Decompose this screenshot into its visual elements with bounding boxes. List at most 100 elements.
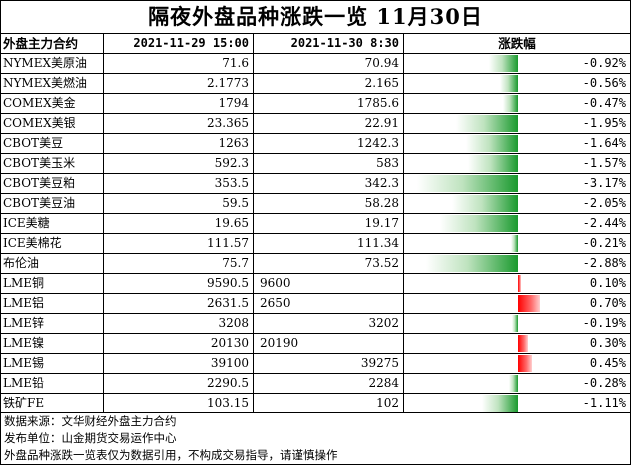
change-bar xyxy=(425,255,518,272)
table-row: NYMEX美燃油 2.1773 2.165 -0.56% xyxy=(1,73,630,93)
contract-name: LME铜 xyxy=(3,276,45,290)
table-row: LME锌 3208 3202 -0.19% xyxy=(1,313,630,333)
change-percent: 0.30% xyxy=(589,336,626,350)
price-now: 583 xyxy=(253,154,403,173)
change-bar xyxy=(518,335,528,352)
change-cell: -2.88% xyxy=(403,254,630,273)
change-bar xyxy=(452,195,518,212)
change-percent: 0.70% xyxy=(589,296,626,310)
change-cell: 0.10% xyxy=(403,274,630,293)
change-cell: -1.11% xyxy=(403,394,630,413)
change-percent: 0.10% xyxy=(589,276,626,290)
price-prev: 75.7 xyxy=(103,254,253,273)
table-row: NYMEX美原油 71.6 70.94 -0.92% xyxy=(1,53,630,73)
change-cell: -3.17% xyxy=(403,174,630,193)
table-row: LME铅 2290.5 2284 -0.28% xyxy=(1,373,630,393)
change-cell: -0.92% xyxy=(403,54,630,73)
price-prev: 103.15 xyxy=(103,394,253,413)
table-row: COMEX美银 23.365 22.91 -1.95% xyxy=(1,113,630,133)
contract-name: NYMEX美燃油 xyxy=(3,76,88,90)
price-prev: 353.5 xyxy=(103,174,253,193)
change-percent: -3.17% xyxy=(582,176,626,190)
contract-name: NYMEX美原油 xyxy=(3,56,88,70)
contract-name: ICE美糖 xyxy=(3,216,50,230)
change-percent: -1.64% xyxy=(582,136,626,150)
table-row: LME铝 2631.5 2650 0.70% xyxy=(1,293,630,313)
price-prev: 111.57 xyxy=(103,234,253,253)
table-row: 布伦油 75.7 73.52 -2.88% xyxy=(1,253,630,273)
table-row: ICE美糖 19.65 19.17 -2.44% xyxy=(1,213,630,233)
header-name: 外盘主力合约 xyxy=(3,36,79,51)
contract-name: LME锡 xyxy=(3,356,45,370)
change-cell: -2.44% xyxy=(403,214,630,233)
contract-name: CBOT美豆 xyxy=(3,136,64,150)
change-percent: -2.05% xyxy=(582,196,626,210)
change-percent: -0.28% xyxy=(582,376,626,390)
price-prev: 3208 xyxy=(103,314,253,333)
header-change: 涨跌幅 xyxy=(403,34,630,53)
change-bar xyxy=(502,95,518,112)
contract-name: 铁矿FE xyxy=(3,396,45,410)
change-cell: -0.56% xyxy=(403,74,630,93)
note-publisher: 发布单位：山金期货交易运作中心 xyxy=(4,431,177,445)
change-bar xyxy=(518,275,522,292)
table-row: LME锡 39100 39275 0.45% xyxy=(1,353,630,373)
contract-name: 布伦油 xyxy=(3,256,40,270)
price-now: 9600 xyxy=(253,274,403,293)
contract-name: CBOT美豆粕 xyxy=(3,176,76,190)
change-cell: -2.05% xyxy=(403,194,630,213)
change-percent: 0.45% xyxy=(589,356,626,370)
price-now: 20190 xyxy=(253,334,403,353)
change-cell: -1.95% xyxy=(403,114,630,133)
change-cell: 0.45% xyxy=(403,354,630,373)
contract-name: CBOT美玉米 xyxy=(3,156,76,170)
header-v1: 2021-11-29 15:00 xyxy=(103,34,253,53)
change-bar xyxy=(509,375,518,392)
contract-name: LME锌 xyxy=(3,316,45,330)
contract-name: LME镍 xyxy=(3,336,45,350)
price-now: 39275 xyxy=(253,354,403,373)
price-now: 2.165 xyxy=(253,74,403,93)
price-now: 73.52 xyxy=(253,254,403,273)
change-cell: -0.19% xyxy=(403,314,630,333)
change-percent: -1.57% xyxy=(582,156,626,170)
table-header: 外盘主力合约 2021-11-29 15:00 2021-11-30 8:30 … xyxy=(1,33,630,53)
table-row: LME铜 9590.5 9600 0.10% xyxy=(1,273,630,293)
change-bar xyxy=(511,315,518,332)
price-prev: 59.5 xyxy=(103,194,253,213)
price-now: 2650 xyxy=(253,294,403,313)
contract-name: CBOT美豆油 xyxy=(3,196,76,210)
change-bar xyxy=(439,215,518,232)
price-prev: 71.6 xyxy=(103,54,253,73)
price-prev: 39100 xyxy=(103,354,253,373)
price-now: 2284 xyxy=(253,374,403,393)
change-percent: -1.11% xyxy=(582,396,626,410)
change-cell: -1.64% xyxy=(403,134,630,153)
price-now: 70.94 xyxy=(253,54,403,73)
change-bar xyxy=(500,75,518,92)
price-prev: 1263 xyxy=(103,134,253,153)
price-now: 22.91 xyxy=(253,114,403,133)
price-now: 19.17 xyxy=(253,214,403,233)
change-percent: -2.88% xyxy=(582,256,626,270)
page-title: 隔夜外盘品种涨跌一览 11月30日 xyxy=(148,4,483,29)
change-cell: -0.21% xyxy=(403,234,630,253)
price-now: 1242.3 xyxy=(253,134,403,153)
change-bar xyxy=(488,55,518,72)
change-cell: -1.57% xyxy=(403,154,630,173)
price-prev: 19.65 xyxy=(103,214,253,233)
price-prev: 23.365 xyxy=(103,114,253,133)
price-prev: 2290.5 xyxy=(103,374,253,393)
quote-table: 外盘主力合约 2021-11-29 15:00 2021-11-30 8:30 … xyxy=(1,33,630,413)
change-bar xyxy=(465,135,518,152)
change-bar xyxy=(518,295,541,312)
table-row: LME镍 20130 20190 0.30% xyxy=(1,333,630,353)
price-now: 3202 xyxy=(253,314,403,333)
change-cell: 0.70% xyxy=(403,294,630,313)
contract-name: ICE美棉花 xyxy=(3,236,62,250)
table-row: CBOT美豆粕 353.5 342.3 -3.17% xyxy=(1,173,630,193)
change-bar xyxy=(416,175,518,192)
price-prev: 20130 xyxy=(103,334,253,353)
change-percent: -0.92% xyxy=(582,56,626,70)
